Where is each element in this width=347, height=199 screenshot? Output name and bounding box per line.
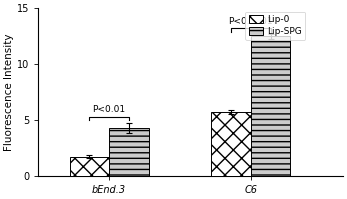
Bar: [251, 36, 290, 176]
Bar: [109, 128, 149, 176]
Bar: [69, 157, 109, 176]
Bar: [211, 112, 251, 176]
Text: P<0.0001: P<0.0001: [228, 17, 273, 26]
Legend: Lip-0, Lip-SPG: Lip-0, Lip-SPG: [245, 12, 305, 40]
Y-axis label: Fluorescence Intensity: Fluorescence Intensity: [4, 33, 14, 151]
Text: P<0.01: P<0.01: [93, 105, 126, 114]
